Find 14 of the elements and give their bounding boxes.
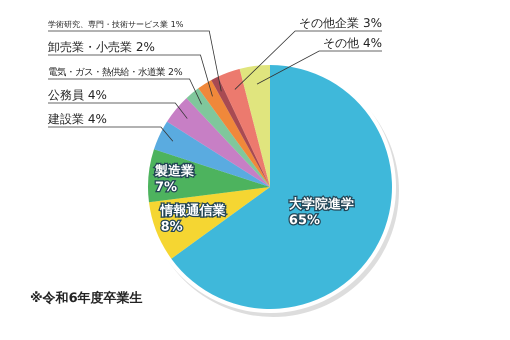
text: ※令和6年度卒業生 xyxy=(30,290,143,306)
data-label: 65% xyxy=(288,212,320,228)
slice-label: 電気・ガス・熱供給・水道業 2% xyxy=(48,67,183,78)
slice-label: その他企業 3% xyxy=(299,16,382,30)
slice-label: 学術研究、専門・技術サービス業 1% xyxy=(48,19,184,29)
data-label: 7% xyxy=(154,180,178,195)
slice-label: 製造業 xyxy=(154,164,194,179)
slice-label: 大学院進学 xyxy=(288,196,354,212)
slice-label: 情報通信業 xyxy=(160,202,226,218)
slice-label: 公務員 4% xyxy=(48,88,107,102)
slice-label: その他 4% xyxy=(323,36,382,50)
slice-label: 卸売業・小売業 2% xyxy=(48,40,155,54)
data-label: 8% xyxy=(160,219,183,234)
slice-label: 建設業 4% xyxy=(47,112,107,126)
